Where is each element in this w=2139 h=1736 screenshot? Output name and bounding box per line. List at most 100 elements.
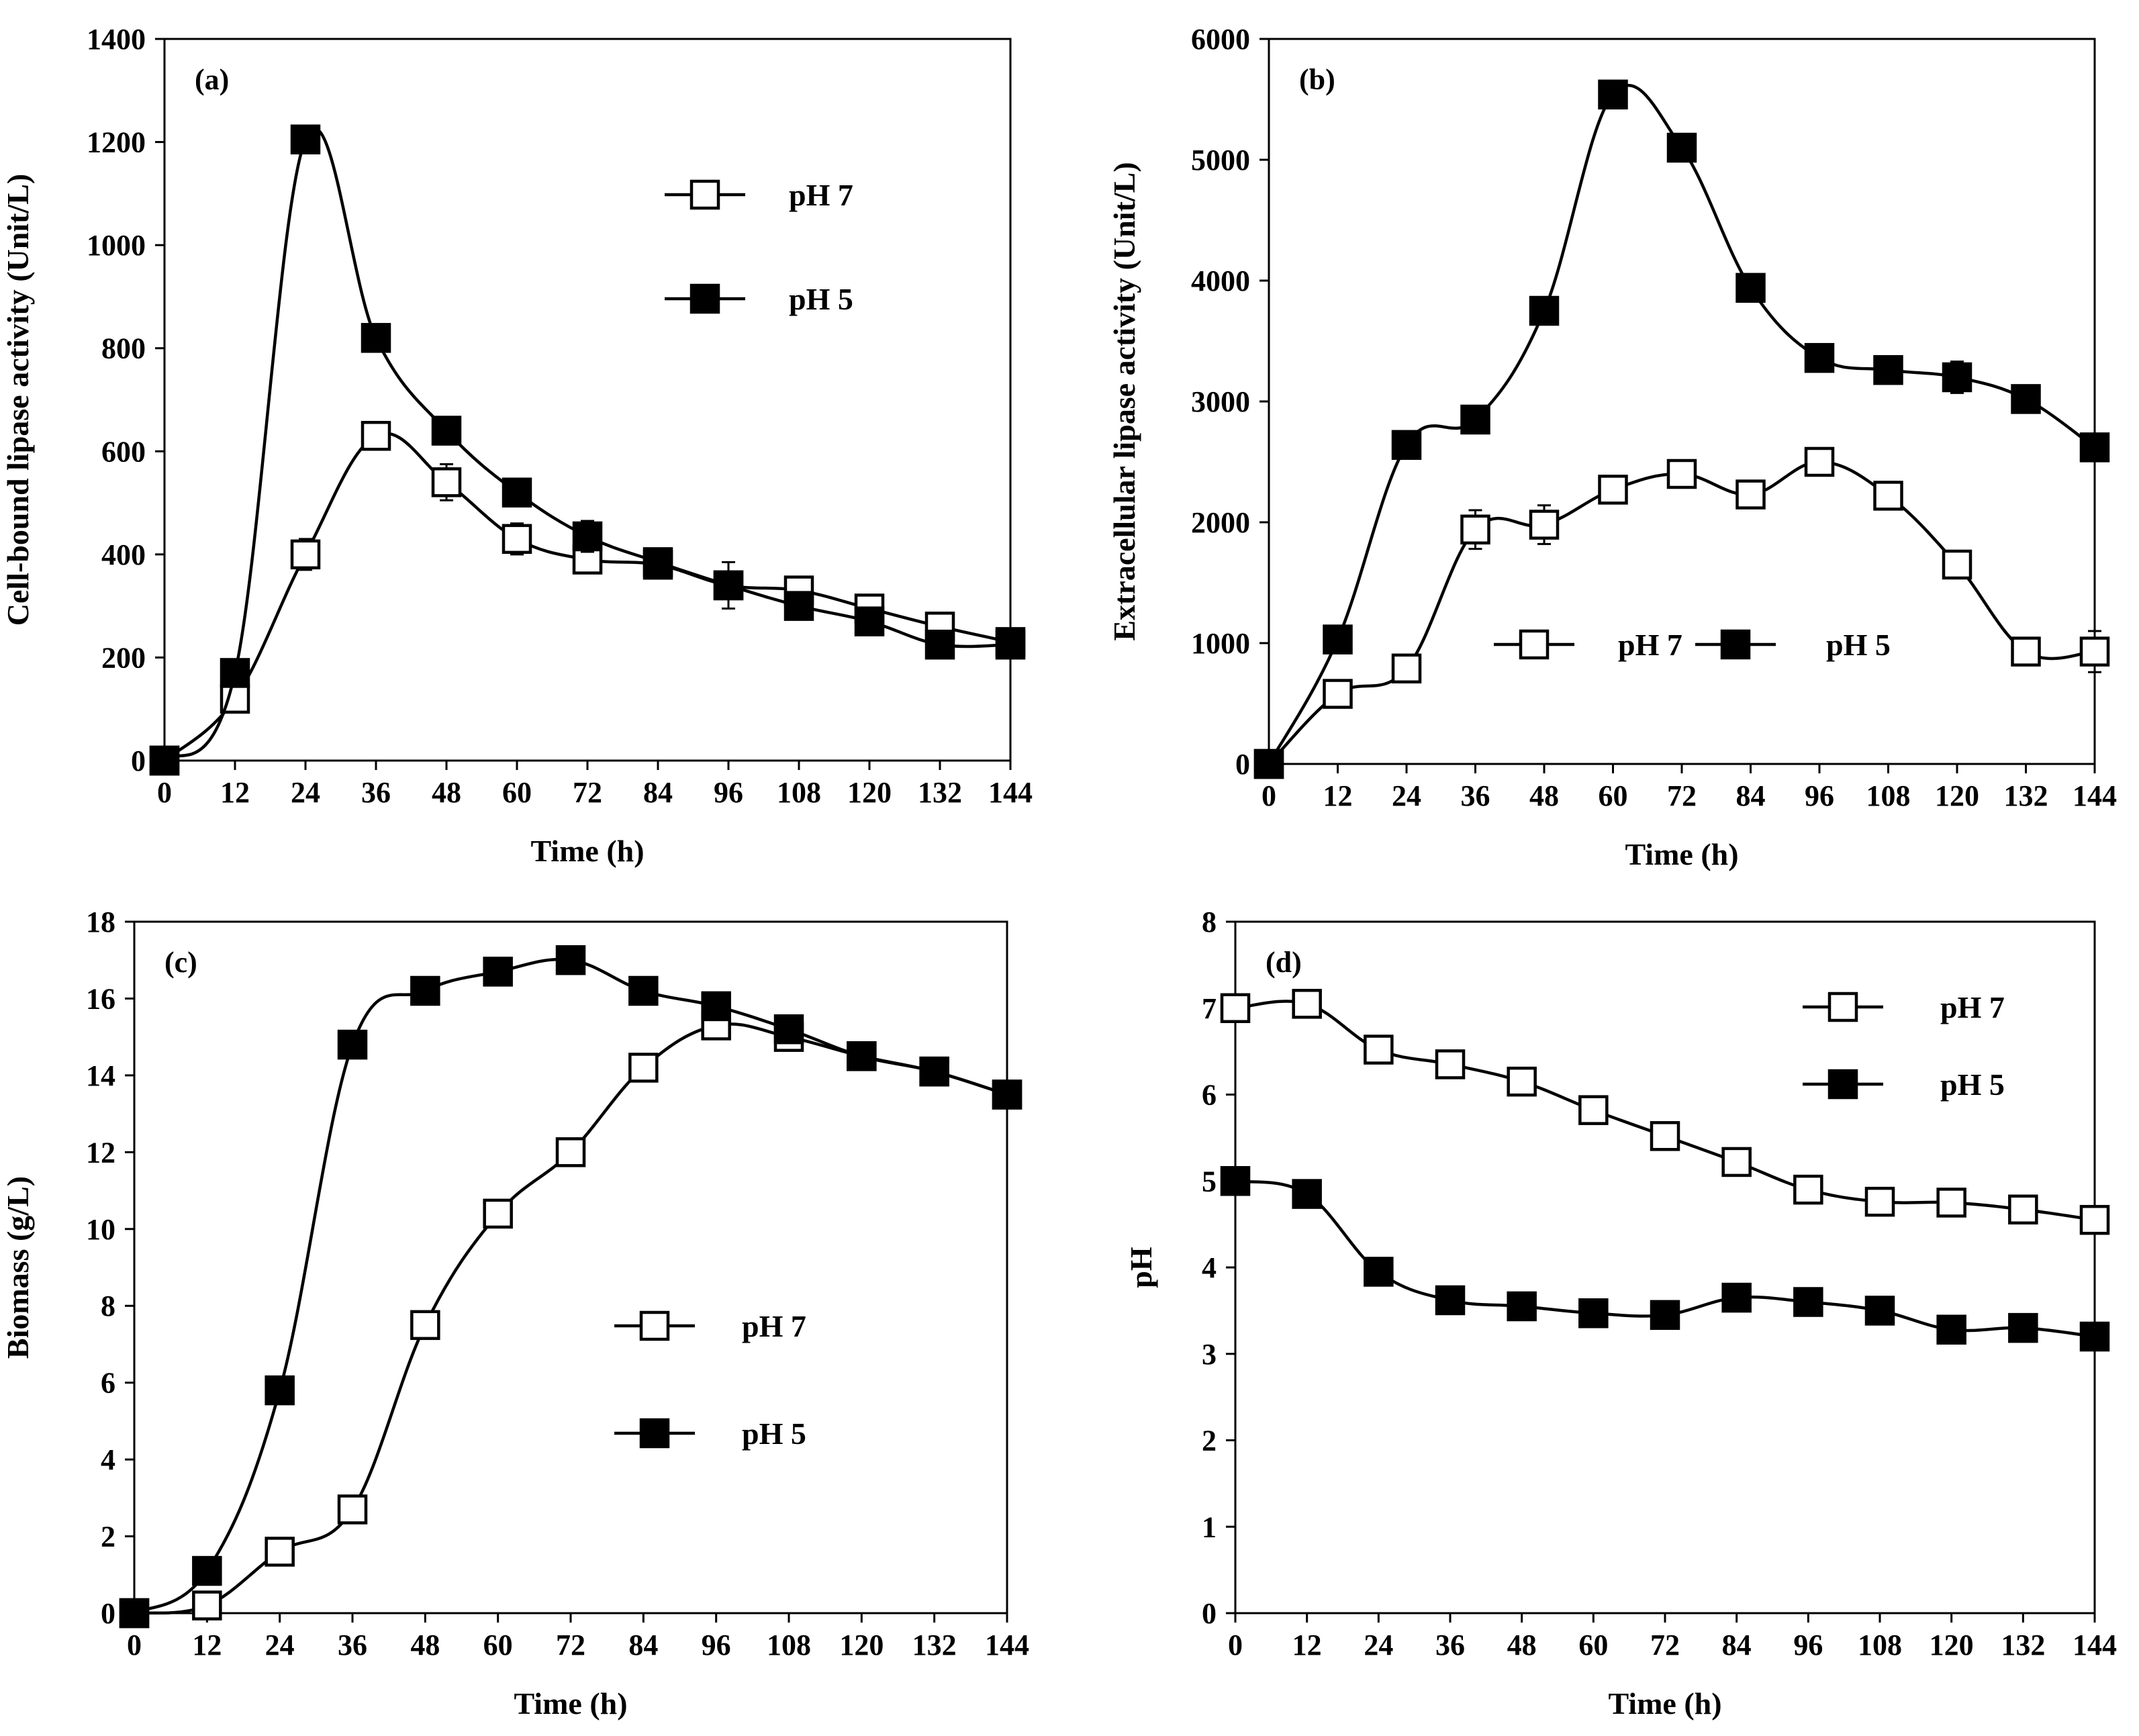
y-tick-label: 1000 (87, 229, 146, 262)
legend-marker (690, 283, 720, 314)
data-point-ph-5 (2079, 432, 2110, 463)
data-point-ph-5 (2008, 1312, 2038, 1343)
y-axis-title: pH (1124, 1247, 1158, 1288)
x-tick-label: 120 (1930, 1629, 1974, 1661)
data-point-ph-7 (1529, 510, 1560, 540)
y-tick-label: 4000 (1191, 264, 1250, 297)
data-point-ph-5 (1578, 1298, 1609, 1329)
data-point-ph-5 (992, 1079, 1023, 1110)
legend-marker (1519, 629, 1550, 660)
data-point-ph-7 (1793, 1174, 1823, 1205)
data-point-ph-5 (361, 323, 391, 353)
y-tick-label: 14 (86, 1059, 115, 1092)
y-tick-label: 0 (1235, 748, 1250, 781)
y-tick-label: 6 (1202, 1079, 1217, 1112)
data-point-ph-5 (337, 1029, 368, 1060)
data-point-ph-5 (854, 606, 885, 636)
data-point-ph-5 (220, 658, 250, 688)
plot-frame (133, 920, 1008, 1614)
panel-label: (c) (164, 946, 197, 979)
y-axis-title: Cell-bound lipase activity (Unit/L) (1, 174, 35, 626)
x-tick-label: 84 (1722, 1629, 1752, 1661)
data-point-ph-5 (713, 570, 744, 601)
data-point-ph-5 (483, 957, 513, 987)
data-point-ph-5 (410, 975, 440, 1006)
data-point-ph-5 (149, 745, 180, 776)
y-tick-label: 400 (101, 538, 146, 571)
data-point-ph-7 (1323, 679, 1353, 709)
y-tick-label: 2000 (1191, 506, 1250, 539)
data-point-ph-5 (119, 1598, 150, 1629)
y-tick-label: 1 (1202, 1510, 1217, 1543)
data-point-ph-5 (555, 945, 586, 975)
y-tick-label: 4 (1202, 1251, 1217, 1284)
panel-a: 0 12 24 36 48 60 72 84 96 108 120 132 144 0 200 400 600 8… (1, 23, 1033, 868)
x-tick-label: 96 (714, 776, 743, 809)
data-point-ph-7 (1391, 653, 1422, 684)
y-axis-title: Biomass (g/L) (1, 1176, 35, 1359)
data-point-ph-5 (783, 591, 814, 621)
data-point-ph-5 (290, 124, 321, 154)
x-tick-label: 72 (1650, 1629, 1680, 1661)
data-point-ph-7 (1220, 993, 1251, 1023)
x-tick-label: 12 (1292, 1629, 1322, 1661)
data-point-ph-5 (502, 477, 532, 508)
panel-label: (b) (1299, 63, 1335, 96)
data-point-ph-5 (1804, 342, 1835, 373)
data-point-ph-7 (431, 467, 462, 497)
data-point-ph-7 (265, 1537, 295, 1567)
x-tick-label: 72 (556, 1629, 585, 1661)
x-tick-label: 120 (839, 1629, 884, 1661)
x-tick-label: 96 (1793, 1629, 1823, 1661)
x-tick-label: 36 (361, 776, 391, 809)
x-tick-label: 144 (2073, 1629, 2117, 1661)
data-point-ph-7 (2079, 636, 2110, 667)
x-tick-label: 48 (410, 1629, 440, 1661)
x-tick-label: 144 (985, 1629, 1029, 1661)
data-point-ph-7 (628, 1053, 659, 1083)
x-tick-label: 108 (777, 776, 821, 809)
x-tick-label: 60 (502, 776, 532, 809)
legend-marker (1720, 629, 1751, 660)
y-tick-label: 3 (1202, 1338, 1217, 1371)
x-tick-label: 24 (265, 1629, 295, 1661)
x-tick-label: 24 (291, 776, 320, 809)
data-point-ph-5 (1391, 430, 1422, 461)
y-tick-label: 200 (101, 641, 146, 674)
x-tick-label: 132 (912, 1629, 957, 1661)
legend-marker (1827, 992, 1858, 1022)
series-line-ph-7 (1268, 460, 2095, 765)
data-point-ph-5 (701, 991, 731, 1022)
legend: pH 7 pH 5 (1803, 990, 2005, 1102)
x-tick-label: 0 (1228, 1629, 1243, 1661)
data-point-ph-7 (337, 1494, 368, 1525)
x-tick-label: 48 (432, 776, 461, 809)
x-axis-title: Time (h) (530, 834, 644, 868)
data-point-ph-5 (847, 1041, 877, 1071)
y-tick-label: 2 (101, 1521, 115, 1553)
data-point-ph-5 (431, 416, 462, 446)
y-tick-label: 12 (86, 1136, 115, 1169)
x-tick-label: 72 (1667, 779, 1697, 812)
y-tick-label: 8 (1202, 906, 1217, 938)
series-line-ph-7 (134, 1022, 1008, 1615)
legend-marker (690, 179, 720, 210)
y-tick-label: 0 (101, 1597, 115, 1630)
y-tick-label: 600 (101, 435, 146, 468)
series-line-ph-5 (1268, 84, 2096, 765)
x-tick-label: 84 (628, 1629, 658, 1661)
x-tick-label: 84 (643, 776, 673, 809)
y-tick-label: 1000 (1191, 627, 1250, 660)
data-point-ph-7 (1736, 479, 1766, 510)
data-point-ph-7 (502, 524, 532, 554)
data-point-ph-5 (1598, 79, 1628, 110)
data-point-ph-7 (1578, 1095, 1609, 1125)
data-point-ph-7 (2011, 636, 2041, 667)
x-tick-label: 72 (573, 776, 602, 809)
y-tick-label: 4 (101, 1443, 115, 1476)
y-tick-label: 3000 (1191, 385, 1250, 418)
data-point-ph-5 (572, 521, 603, 552)
data-point-ph-7 (2079, 1204, 2110, 1235)
x-tick-label: 24 (1392, 779, 1421, 812)
